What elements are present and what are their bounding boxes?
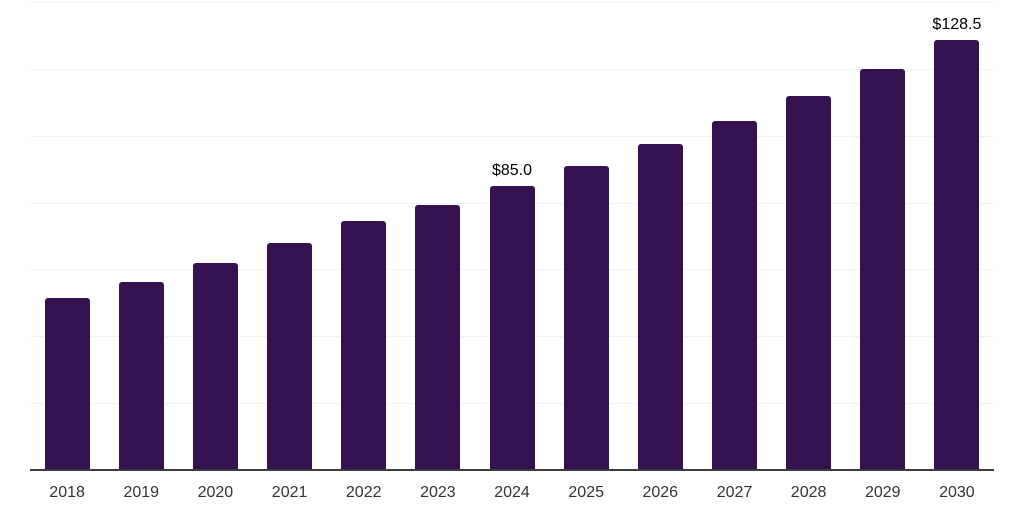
bar (44, 298, 90, 470)
bar (860, 68, 906, 470)
bar-value-label: $128.5 (932, 16, 982, 34)
x-axis-tick-label: 2025 (568, 484, 604, 501)
x-axis-tick-label: 2027 (716, 484, 753, 501)
x-axis-tick-label: 2019 (123, 484, 160, 501)
bar (563, 165, 609, 470)
x-axis-tick-label: 2029 (864, 484, 901, 501)
x-axis-tick-label: 2026 (642, 484, 679, 501)
gridline (30, 2, 994, 3)
bar (712, 120, 757, 470)
bar (489, 185, 535, 470)
plot-area: $85.0 $128.5 (30, 2, 994, 470)
bar (267, 242, 312, 470)
x-axis-tick-label: 2018 (49, 484, 85, 501)
bar (118, 282, 164, 470)
bar (341, 221, 387, 470)
gridline (30, 68, 994, 70)
bar (786, 95, 832, 470)
x-axis-tick-label: 2030 (939, 484, 975, 501)
x-axis-tick-label: 2024 (494, 484, 530, 501)
x-axis-tick-label: 2021 (271, 484, 308, 501)
x-axis-tick-label: 2023 (420, 484, 456, 501)
gridline (30, 135, 994, 137)
bar (637, 143, 683, 470)
bar-value-label: $85.0 (491, 161, 532, 179)
x-axis-tick-label: 2020 (197, 484, 234, 501)
x-axis-tick-label: 2022 (345, 484, 382, 501)
bar (192, 262, 238, 470)
x-axis-tick-label: 2028 (790, 484, 827, 501)
bar (934, 40, 980, 470)
x-axis-line (30, 469, 994, 471)
bar (415, 204, 461, 470)
